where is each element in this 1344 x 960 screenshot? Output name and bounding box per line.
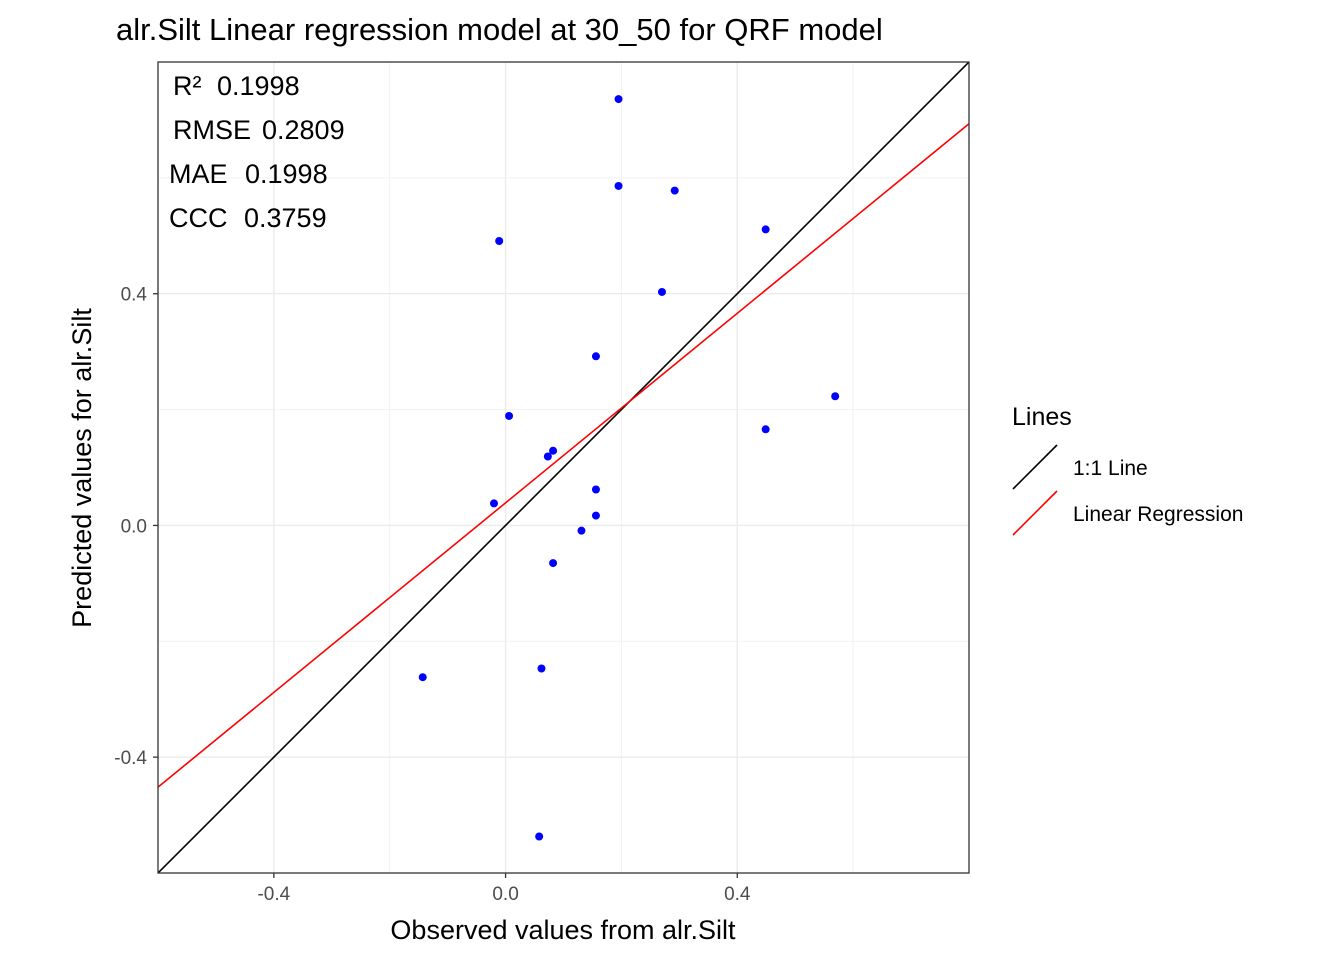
stat-r2-value: 0.1998	[217, 71, 300, 101]
one-to-one-line	[158, 62, 969, 873]
stats-annotations: R² 0.1998 RMSE 0.2809 MAE 0.1998 CCC 0.3…	[169, 71, 345, 233]
stat-rmse-label: RMSE	[173, 115, 251, 145]
minor-gridlines	[158, 62, 969, 873]
stat-rmse-value: 0.2809	[262, 115, 345, 145]
legend-label-linear-regression: Linear Regression	[1073, 503, 1243, 526]
data-point	[591, 352, 600, 361]
data-point	[537, 664, 546, 673]
data-point	[591, 485, 600, 494]
legend-label-1-1-line: 1:1 Line	[1073, 457, 1148, 480]
y-axis-title: Predicted values for alr.Silt	[67, 308, 97, 628]
data-point	[591, 511, 600, 520]
data-point	[543, 452, 552, 461]
data-points	[418, 95, 840, 841]
data-point	[614, 95, 623, 104]
data-point	[657, 287, 666, 296]
x-axis-title: Observed values from alr.Silt	[390, 915, 736, 945]
data-point	[670, 186, 679, 195]
data-point	[418, 673, 427, 682]
data-point	[614, 181, 623, 190]
x-axis-ticks: -0.4 0.0 0.4	[257, 873, 751, 905]
reference-lines	[158, 62, 969, 873]
stat-mae-value: 0.1998	[245, 159, 328, 189]
data-point	[831, 392, 840, 401]
x-tick-label: -0.4	[257, 884, 290, 905]
x-tick-label: 0.0	[492, 884, 518, 905]
data-point	[489, 499, 498, 508]
chart-title: alr.Silt Linear regression model at 30_5…	[116, 12, 883, 47]
legend-key-linear-regression	[1012, 490, 1058, 536]
legend-key-1-1-line	[1012, 444, 1058, 490]
stat-r2-label: R²	[173, 71, 202, 101]
y-tick-label: 0.4	[121, 285, 148, 306]
data-point	[549, 446, 558, 455]
x-tick-label: 0.4	[724, 884, 751, 905]
data-point	[577, 526, 586, 535]
linear-regression-line	[158, 123, 969, 788]
data-point	[761, 225, 770, 234]
legend: Lines 1:1 Line Linear Regression	[1012, 403, 1243, 536]
y-tick-label: 0.0	[121, 516, 147, 537]
legend-title: Lines	[1012, 403, 1072, 431]
stat-ccc-label: CCC	[169, 203, 228, 233]
major-gridlines	[158, 62, 969, 873]
y-axis-ticks: -0.4 0.0 0.4	[114, 285, 158, 769]
y-tick-label: -0.4	[114, 748, 147, 769]
stat-mae-label: MAE	[169, 159, 228, 189]
data-point	[495, 236, 504, 245]
data-point	[549, 559, 558, 568]
data-point	[535, 832, 544, 841]
stat-ccc-value: 0.3759	[244, 203, 327, 233]
data-point	[761, 425, 770, 434]
panel-border	[157, 61, 970, 874]
data-point	[505, 411, 514, 420]
